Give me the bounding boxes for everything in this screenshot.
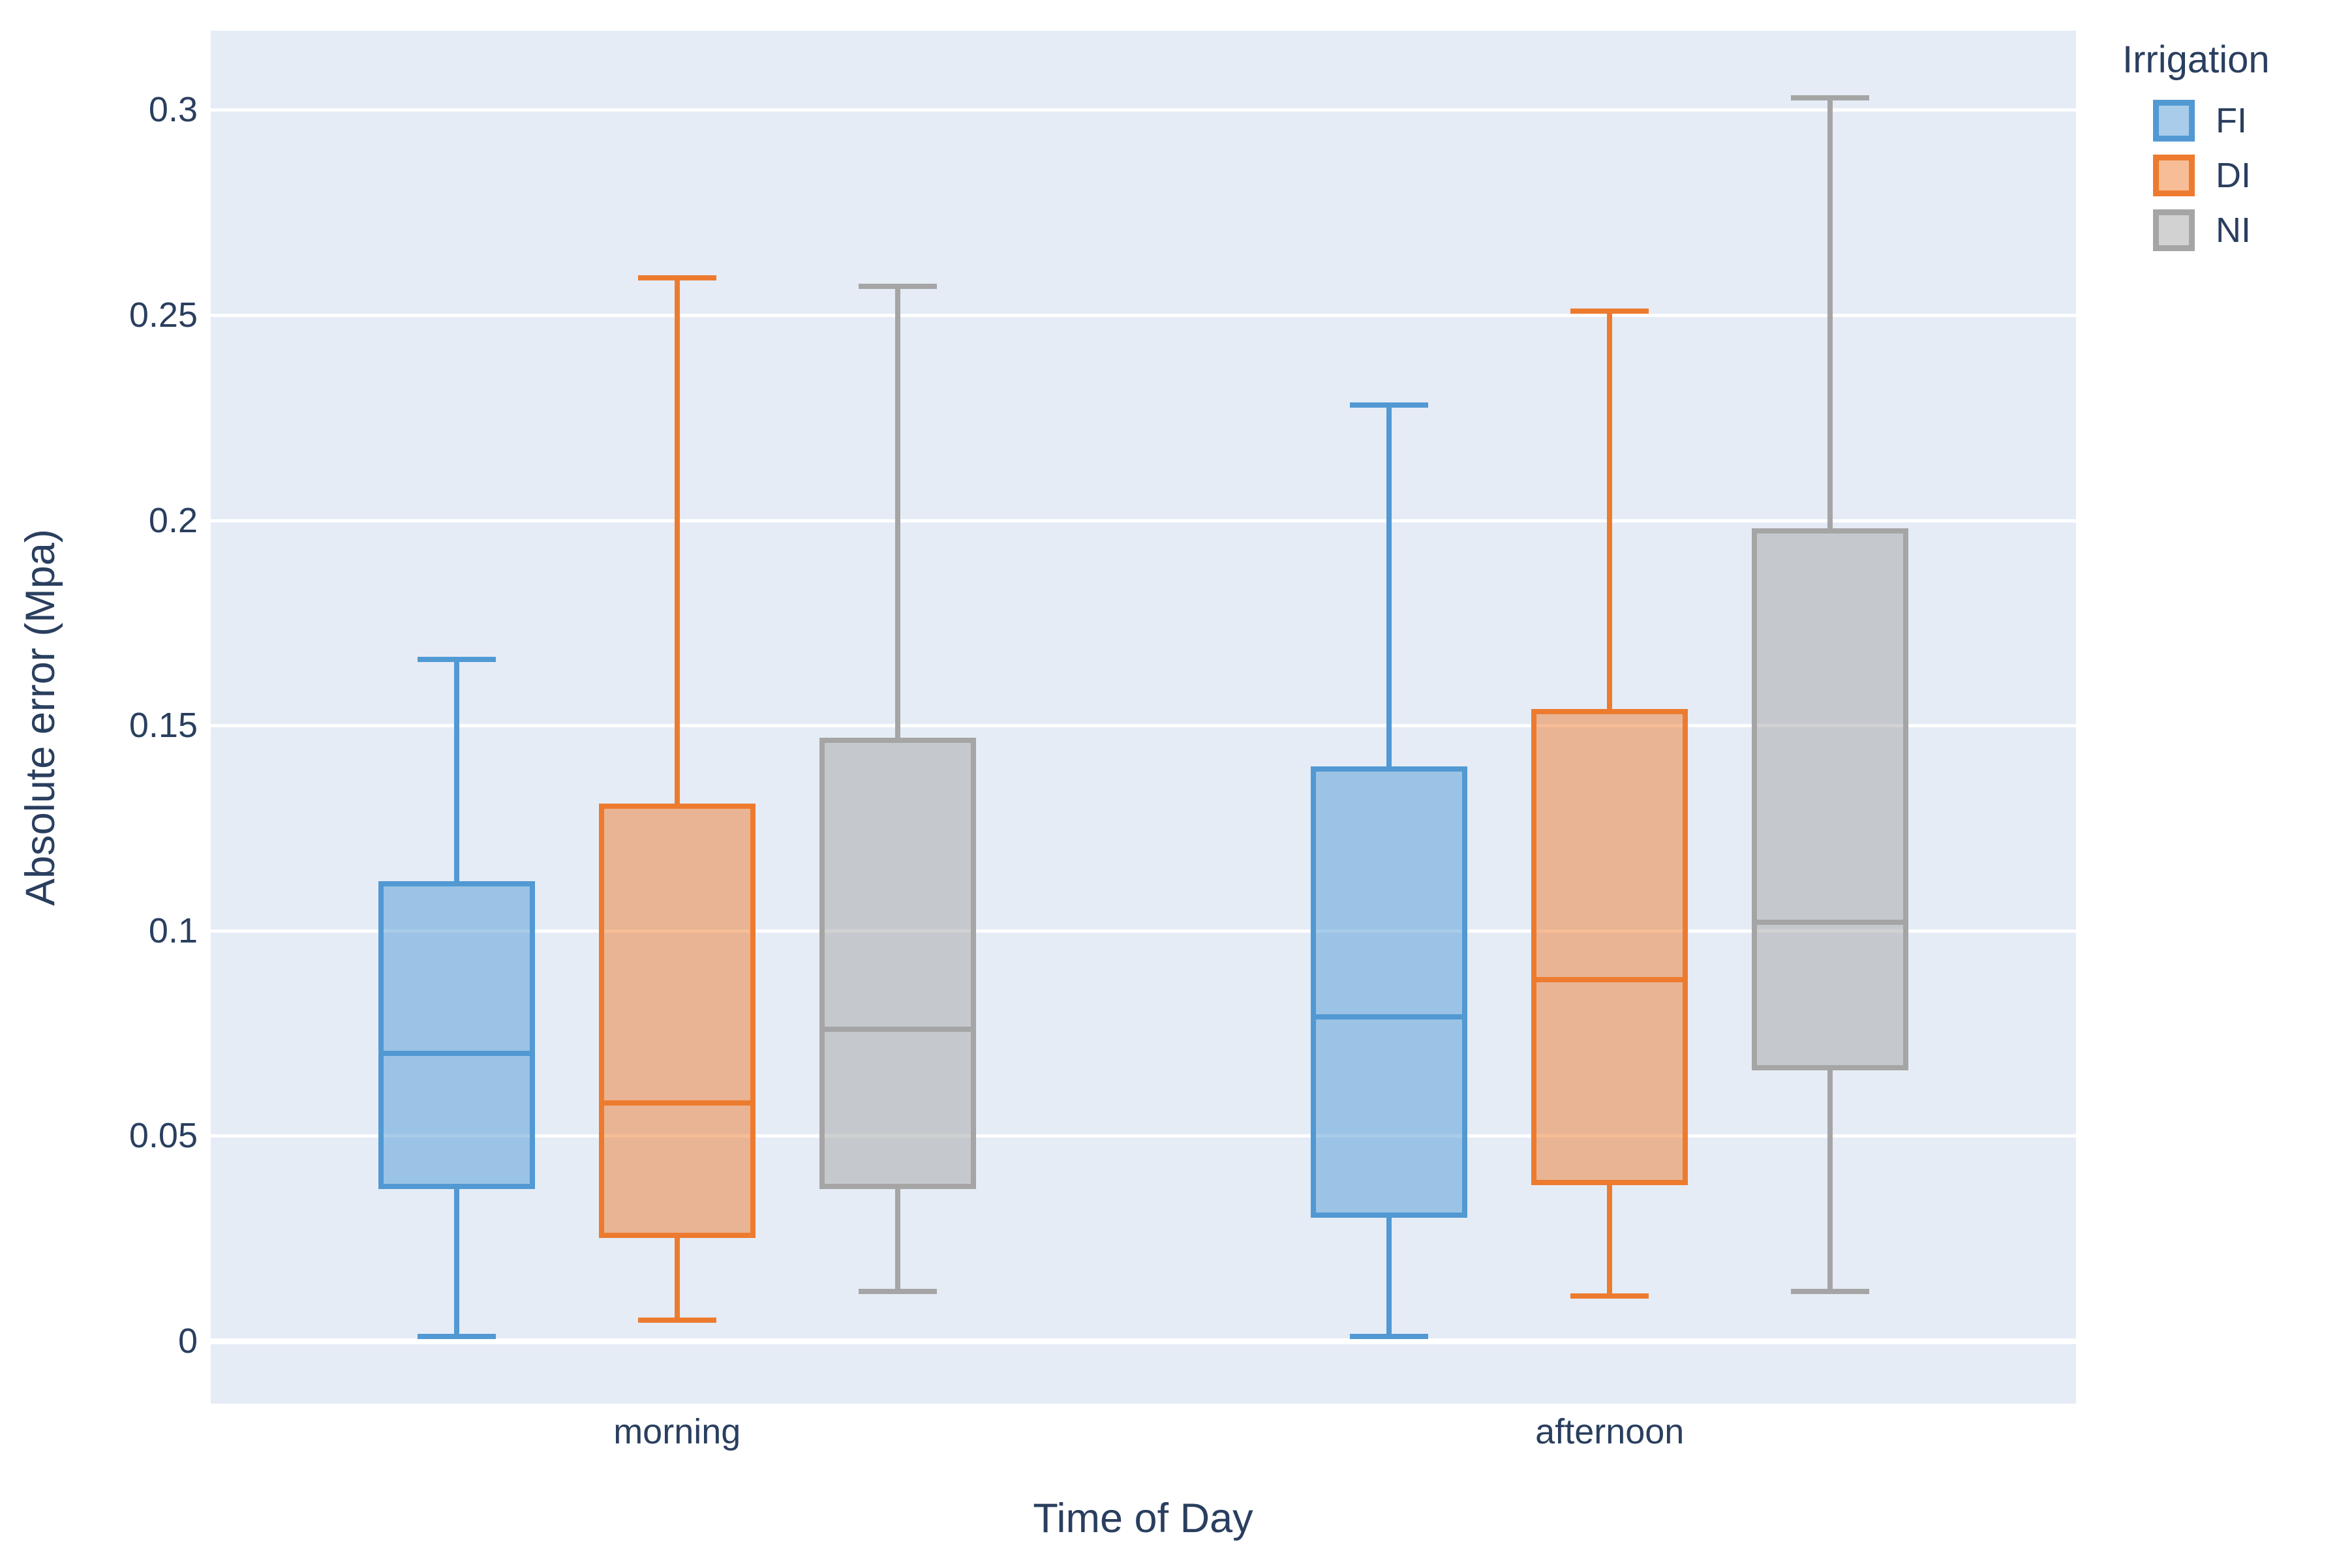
y-tick-label: 0.05	[129, 1116, 198, 1156]
lower-whisker-cap	[417, 1334, 496, 1340]
median-line	[819, 1026, 976, 1032]
upper-whisker-cap	[1791, 95, 1870, 100]
iqr-box	[598, 803, 756, 1239]
iqr-box	[1531, 708, 1688, 1185]
lower-whisker-cap	[1350, 1334, 1429, 1340]
y-tick-label: 0.1	[148, 911, 198, 950]
upper-whisker-stem	[453, 659, 459, 882]
x-tick-label-morning: morning	[613, 1412, 741, 1451]
x-tick-label-afternoon: afternoon	[1535, 1412, 1685, 1451]
legend-swatch-DI	[2153, 155, 2195, 196]
lower-whisker-stem	[894, 1188, 900, 1292]
y-tick-label: 0.2	[148, 500, 198, 540]
gridline	[211, 929, 2076, 933]
lower-whisker-cap	[1791, 1289, 1870, 1295]
median-line	[598, 1100, 756, 1106]
median-line	[1311, 1014, 1468, 1019]
upper-whisker-stem	[1386, 405, 1392, 766]
x-axis-title: Time of Day	[1033, 1496, 1253, 1541]
legend-swatch-FI	[2153, 100, 2195, 142]
lower-whisker-cap	[1570, 1293, 1649, 1299]
iqr-box	[1752, 528, 1909, 1070]
upper-whisker-cap	[858, 283, 937, 289]
median-line	[1531, 977, 1688, 983]
legend-item-DI[interactable]: DI	[2153, 155, 2270, 196]
y-tick-label: 0.3	[148, 90, 198, 130]
legend-label: FI	[2216, 101, 2247, 140]
y-tick-label: 0.15	[129, 706, 198, 746]
iqr-box	[819, 737, 976, 1189]
legend-swatch-NI	[2153, 209, 2195, 251]
lower-whisker-stem	[1386, 1218, 1392, 1337]
gridline	[211, 108, 2076, 112]
legend: Irrigation FI DI NI	[2122, 38, 2270, 264]
upper-whisker-cap	[1570, 308, 1649, 314]
legend-label: NI	[2216, 211, 2251, 250]
upper-whisker-stem	[1607, 310, 1613, 709]
gridline	[211, 519, 2076, 522]
lower-whisker-cap	[637, 1318, 716, 1323]
upper-whisker-stem	[1827, 97, 1833, 529]
plot-area[interactable]	[211, 31, 2076, 1404]
upper-whisker-stem	[894, 286, 900, 738]
lower-whisker-stem	[1827, 1070, 1833, 1292]
upper-whisker-cap	[637, 275, 716, 281]
gridline	[211, 1134, 2076, 1138]
legend-label: DI	[2216, 156, 2251, 195]
upper-whisker-cap	[417, 657, 496, 663]
lower-whisker-stem	[674, 1238, 680, 1321]
y-axis-title: Absolute error (Mpa)	[18, 529, 63, 906]
lower-whisker-stem	[1607, 1184, 1613, 1296]
upper-whisker-cap	[1350, 402, 1429, 408]
upper-whisker-stem	[674, 278, 680, 804]
median-line	[378, 1051, 535, 1057]
zero-gridline	[211, 1338, 2076, 1344]
median-line	[1752, 920, 1909, 926]
lower-whisker-stem	[453, 1188, 459, 1337]
gridline	[211, 724, 2076, 728]
iqr-box	[378, 881, 535, 1189]
legend-item-FI[interactable]: FI	[2153, 100, 2270, 142]
iqr-box	[1311, 766, 1468, 1218]
y-tick-label: 0.25	[129, 295, 198, 335]
lower-whisker-cap	[858, 1289, 937, 1295]
gridline	[211, 313, 2076, 317]
legend-item-NI[interactable]: NI	[2153, 209, 2270, 251]
legend-title: Irrigation	[2122, 38, 2270, 81]
y-tick-label: 0	[177, 1321, 198, 1361]
